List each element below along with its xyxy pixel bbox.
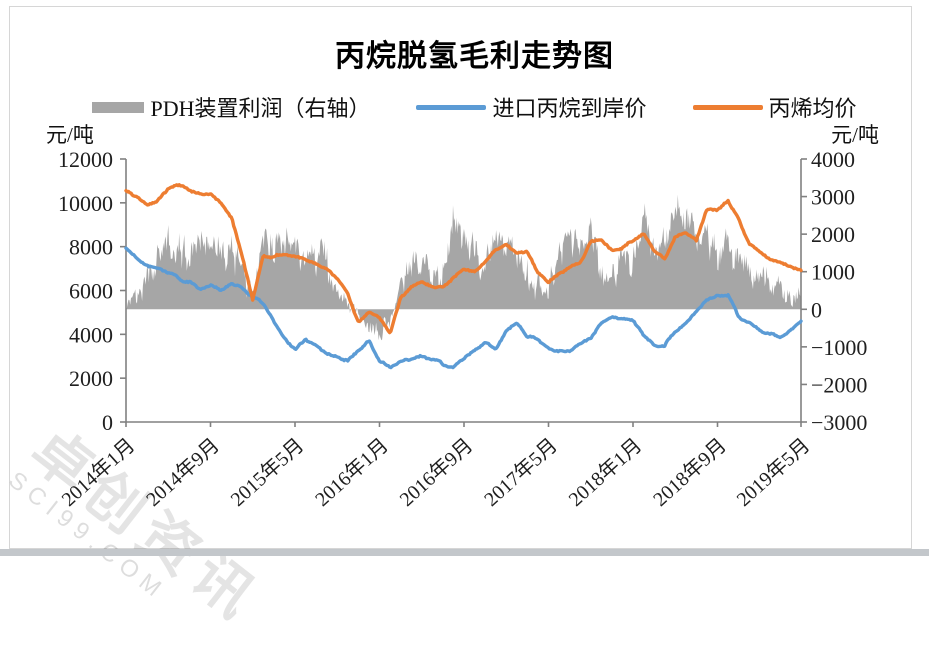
legend-item-propylene-avg: 丙烯均价: [692, 91, 857, 123]
legend-swatch-propane-cif: [416, 104, 487, 110]
svg-text:10000: 10000: [58, 191, 113, 216]
right-axis-unit-label: 元/吨: [831, 123, 879, 147]
svg-text:2000: 2000: [69, 366, 113, 391]
svg-text:2016年9月: 2016年9月: [395, 434, 477, 511]
svg-text:2016年1月: 2016年1月: [311, 434, 393, 511]
svg-text:1000: 1000: [811, 260, 855, 285]
legend-item-propane-cif: 进口丙烷到岸价: [416, 91, 647, 123]
page-bottom-divider: [0, 549, 929, 556]
plot-area: 020004000600080001000012000−3000−2000−10…: [57, 147, 867, 511]
svg-text:−2000: −2000: [811, 372, 867, 397]
svg-text:2018年9月: 2018年9月: [649, 434, 731, 511]
svg-text:12000: 12000: [58, 147, 113, 172]
svg-text:4000: 4000: [69, 322, 113, 347]
svg-text:−1000: −1000: [811, 335, 867, 360]
legend-swatch-propylene-avg: [692, 104, 763, 110]
legend-label: PDH装置利润（右轴）: [150, 96, 371, 121]
svg-text:2017年5月: 2017年5月: [480, 434, 562, 511]
chart-title: 丙烷脱氢毛利走势图: [335, 40, 614, 73]
svg-text:4000: 4000: [811, 147, 855, 172]
svg-text:0: 0: [102, 410, 113, 435]
legend-label: 丙烯均价: [768, 96, 857, 121]
svg-text:6000: 6000: [69, 279, 113, 304]
svg-text:3000: 3000: [811, 185, 855, 210]
svg-text:0: 0: [811, 297, 822, 322]
legend-swatch-pdh-profit: [92, 101, 145, 113]
legend-label: 进口丙烷到岸价: [492, 96, 647, 121]
svg-text:−3000: −3000: [811, 410, 867, 435]
svg-text:2014年9月: 2014年9月: [142, 434, 224, 511]
svg-text:2000: 2000: [811, 222, 855, 247]
svg-text:2018年1月: 2018年1月: [564, 434, 646, 511]
svg-text:8000: 8000: [69, 235, 113, 260]
chart-card: 丙烷脱氢毛利走势图 PDH装置利润（右轴） 进口丙烷到岸价 丙烯均价 元/吨 元/吨…: [3, 6, 912, 636]
svg-text:2014年1月: 2014年1月: [57, 434, 139, 511]
chart-legend: PDH装置利润（右轴） 进口丙烷到岸价 丙烯均价: [10, 91, 929, 123]
svg-text:2019年5月: 2019年5月: [732, 434, 814, 511]
svg-text:2015年5月: 2015年5月: [226, 434, 308, 511]
left-axis-unit-label: 元/吨: [46, 123, 94, 147]
legend-item-pdh-profit: PDH装置利润（右轴）: [92, 91, 370, 123]
